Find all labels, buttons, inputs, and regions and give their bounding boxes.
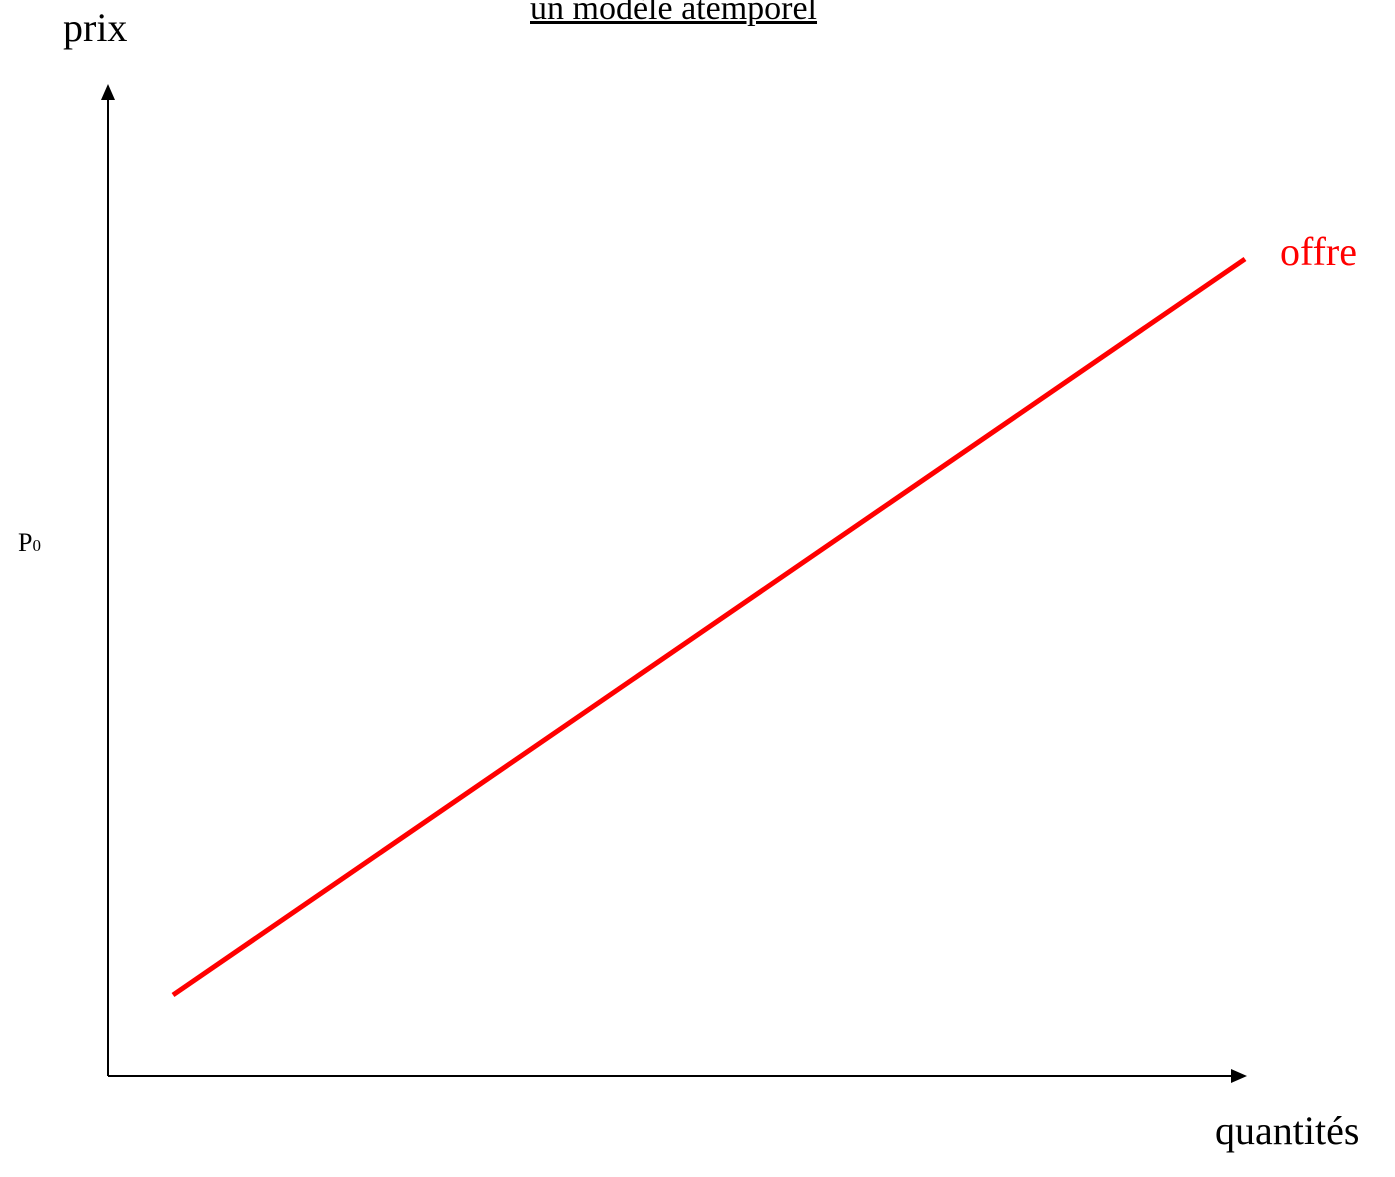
price-p0-subscript: 0 (32, 536, 41, 555)
supply-curve (171, 256, 1247, 998)
price-p0-main: P (18, 528, 33, 557)
supply-curve-label: offre (1280, 229, 1357, 274)
diagram-title: un modèle atemporel (530, 0, 818, 27)
x-axis-label: quantités (1215, 1108, 1360, 1153)
y-axis-label: prix (63, 5, 128, 50)
price-p0-label: P0 (18, 528, 41, 558)
x-axis-arrowhead (1231, 1069, 1247, 1083)
y-axis-arrowhead (101, 84, 115, 100)
